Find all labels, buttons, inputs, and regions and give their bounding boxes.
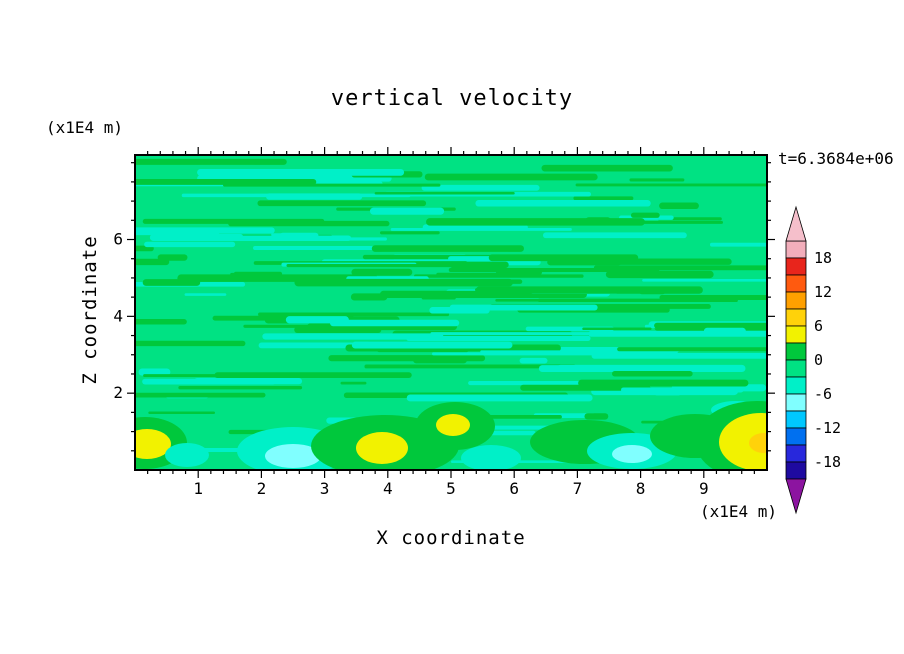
- colorbar-band: [785, 444, 807, 463]
- colorbar-band: [785, 342, 807, 361]
- colorbar-band: [785, 376, 807, 395]
- z-tick-label: 4: [113, 306, 123, 325]
- axis-ticks: [127, 147, 775, 478]
- colorbar-arrow-top: [785, 205, 807, 242]
- x-tick-label: 3: [320, 479, 330, 498]
- timestamp-label: t=6.3684e+06: [778, 149, 894, 168]
- z-tick-label: 2: [113, 383, 123, 402]
- z-tick-label: 6: [113, 230, 123, 249]
- colorbar-band: [785, 427, 807, 446]
- x-tick-label: 4: [383, 479, 393, 498]
- colorbar-band: [785, 240, 807, 259]
- colorbar-tick-label: -18: [814, 453, 841, 471]
- x-axis-unit: (x1E4 m): [699, 502, 777, 521]
- x-tick-label: 5: [446, 479, 456, 498]
- x-tick-label: 6: [509, 479, 519, 498]
- colorbar-band: [785, 291, 807, 310]
- x-tick-label: 7: [573, 479, 583, 498]
- x-tick-label: 2: [257, 479, 267, 498]
- colorbar-band: [785, 359, 807, 378]
- x-tick-label: 9: [699, 479, 709, 498]
- colorbar-tick-label: 18: [814, 249, 832, 267]
- z-axis-label: Z coordinate: [79, 235, 101, 385]
- colorbar-band: [785, 257, 807, 276]
- colorbar-tick-label: 0: [814, 351, 823, 369]
- x-axis-label: X coordinate: [376, 527, 526, 549]
- colorbar-band: [785, 308, 807, 327]
- tick-labels: 1 2 3 4 5 6 7 8 9 2 4 6: [113, 230, 708, 498]
- colorbar: 18 12 6 0 -6 -12 -18: [785, 205, 841, 515]
- colorbar-band: [785, 461, 807, 480]
- colorbar-band: [785, 410, 807, 429]
- z-axis-unit: (x1E4 m): [46, 118, 124, 137]
- x-tick-label: 8: [636, 479, 646, 498]
- colorbar-arrow-bottom: [785, 478, 807, 515]
- colorbar-tick-label: 12: [814, 283, 832, 301]
- colorbar-tick-label: -6: [814, 385, 832, 403]
- chart-title: vertical velocity: [330, 86, 574, 111]
- colorbar-tick-label: -12: [814, 419, 841, 437]
- colorbar-tick-label: 6: [814, 317, 823, 335]
- colorbar-band: [785, 393, 807, 412]
- colorbar-band: [785, 325, 807, 344]
- contour-field: [135, 155, 767, 470]
- colorbar-band: [785, 274, 807, 293]
- x-tick-label: 1: [193, 479, 203, 498]
